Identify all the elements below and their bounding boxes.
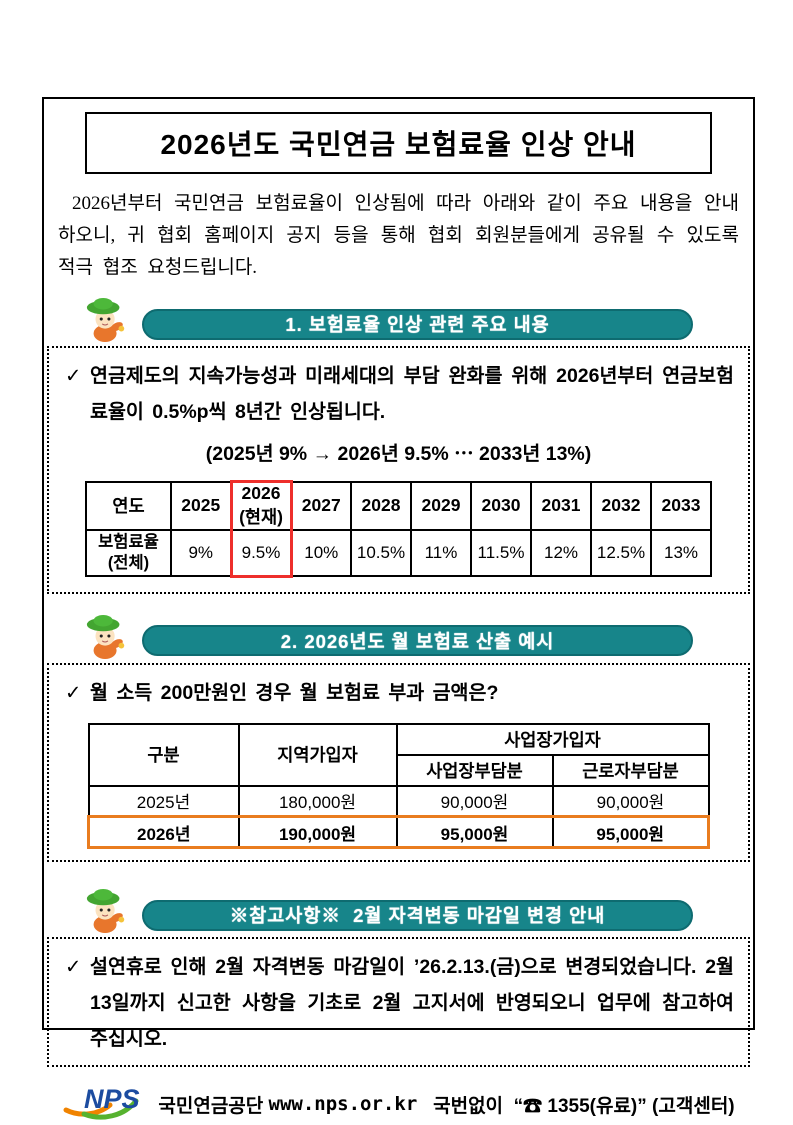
year-header-cell: 2033 <box>650 480 712 531</box>
table-row: 보험료율 (전체) 9% 9.5% 10% 10.5% 11% 11.5% 12… <box>85 529 712 578</box>
employee-amount-cell: 95,000원 <box>551 815 710 849</box>
section3-header: ※참고사항※ 2월 자격변동 마감일 변경 안내 <box>56 888 741 934</box>
section1-header: 1. 보험료율 인상 관련 주요 내용 <box>56 297 741 343</box>
monthly-premium-table: 구분 지역가입자 사업장가입자 사업장부담분 근로자부담분 2025년 180,… <box>87 722 710 849</box>
year-header-cell: 2027 <box>290 480 352 531</box>
year-corner-cell: 연도 <box>85 480 172 531</box>
year-header-cell: 2030 <box>470 480 532 531</box>
year-cell: 2025년 <box>87 784 240 818</box>
rate-row-label-line2: (전체) <box>107 554 150 572</box>
year-header-cell: 2025 <box>170 480 232 531</box>
workplace-group-header-cell: 사업장가입자 <box>395 722 710 756</box>
table-row: 사업장부담분 근로자부담분 <box>89 753 710 787</box>
footer-suffix: (고객센터) <box>652 1095 735 1117</box>
rate-row-label: 보험료율 (전체) <box>85 529 172 577</box>
check-icon: ✓ <box>65 365 82 387</box>
rate-cell: 12.5% <box>590 529 652 577</box>
section3-box: ✓ 설연휴로 인해 2월 자격변동 마감일이 ’26.2.13.(금)으로 변경… <box>47 937 750 1067</box>
rate-cell: 10% <box>290 529 352 577</box>
employer-amount-cell: 90,000원 <box>395 784 554 818</box>
table-row: 구분 지역가입자 사업장가입자 <box>87 722 710 787</box>
footer-phone: “☎ 1355(유료)” <box>513 1095 647 1117</box>
title-box: 2026년도 국민연금 보험료율 인상 안내 <box>85 112 712 174</box>
check-icon: ✓ <box>65 681 82 704</box>
section1-formula: (2025년 9% → 2026년 9.5% ⋯ 2033년 13%) <box>205 443 592 465</box>
section1-banner: 1. 보험료율 인상 관련 주요 내용 <box>142 308 693 340</box>
year-header-cell-current: 2026 (현재) <box>229 480 293 531</box>
current-year: 2026 <box>241 483 281 503</box>
table-row: 2025년 180,000원 90,000원 90,000원 <box>87 784 710 818</box>
year-header-cell: 2028 <box>350 480 412 531</box>
rate-schedule-table: 연도 2025 2026 (현재) 2027 2028 2029 2030 20… <box>85 480 712 578</box>
section2-box: ✓ 월 소득 200만원인 경우 월 보험료 부과 금액은? 구분 지역가입자 … <box>47 662 750 862</box>
table-row-highlighted: 2026년 190,000원 95,000원 95,000원 <box>87 815 710 849</box>
section3-banner: ※참고사항※ 2월 자격변동 마감일 변경 안내 <box>142 899 693 931</box>
rate-cell: 11% <box>410 529 472 577</box>
employee-amount-cell: 90,000원 <box>551 784 710 818</box>
nps-mascot-icon <box>86 614 125 659</box>
year-cell: 2026년 <box>87 815 240 849</box>
category-header-cell: 구분 <box>87 722 240 787</box>
rate-cell: 10.5% <box>350 529 412 577</box>
section3-notice: ✓ 설연휴로 인해 2월 자격변동 마감일이 ’26.2.13.(금)으로 변경… <box>63 949 734 1057</box>
year-header-cell: 2031 <box>530 480 592 531</box>
year-header-cell: 2029 <box>410 480 472 531</box>
section1-box: ✓ 연금제도의 지속가능성과 미래세대의 부담 완화를 위해 2026년부터 연… <box>47 346 750 594</box>
rate-cell: 11.5% <box>470 529 532 577</box>
intro-paragraph: 2026년부터 국민연금 보험료율이 인상됨에 따라 아래와 같이 주요 내용을… <box>58 193 739 278</box>
current-year-note: (현재) <box>239 507 283 527</box>
footer-phone-prefix: 국번없이 <box>433 1095 504 1117</box>
rate-cell: 9% <box>170 529 232 577</box>
footer-org-name: 국민연금공단 <box>158 1095 264 1117</box>
section1-point: ✓ 연금제도의 지속가능성과 미래세대의 부담 완화를 위해 2026년부터 연… <box>63 358 734 430</box>
nps-mascot-icon <box>86 888 125 934</box>
section2-header: 2. 2026년도 월 보험료 산출 예시 <box>56 614 741 660</box>
section1-point-text: 연금제도의 지속가능성과 미래세대의 부담 완화를 위해 2026년부터 연금보… <box>90 365 734 423</box>
regional-header-cell: 지역가입자 <box>237 722 398 787</box>
section2-question: ✓ 월 소득 200만원인 경우 월 보험료 부과 금액은? <box>63 675 734 711</box>
year-header-cell: 2032 <box>590 480 652 531</box>
nps-logo-text: NPS <box>84 1084 140 1114</box>
check-icon: ✓ <box>65 956 82 978</box>
footer-website: www.nps.or.kr <box>268 1093 418 1115</box>
employer-share-header-cell: 사업장부담분 <box>395 753 554 787</box>
nps-mascot-icon <box>86 297 125 343</box>
rate-row-label-line1: 보험료율 <box>98 533 159 551</box>
document-border-frame: 2026년도 국민연금 보험료율 인상 안내 2026년부터 국민연금 보험료율… <box>42 97 755 1120</box>
section3-notice-text: 설연휴로 인해 2월 자격변동 마감일이 ’26.2.13.(금)으로 변경되었… <box>90 956 734 1050</box>
page-title: 2026년도 국민연금 보험료율 인상 안내 <box>160 129 637 160</box>
rate-cell: 13% <box>650 529 712 577</box>
rate-cell-current: 9.5% <box>229 529 293 578</box>
section2-banner: 2. 2026년도 월 보험료 산출 예시 <box>142 625 693 656</box>
section2-question-text: 월 소득 200만원인 경우 월 보험료 부과 금액은? <box>90 681 499 704</box>
employee-share-header-cell: 근로자부담분 <box>551 753 710 787</box>
regional-amount-cell: 180,000원 <box>237 784 398 818</box>
nps-logo-icon: NPS <box>63 1084 140 1120</box>
rate-cell: 12% <box>530 529 592 577</box>
table-row: 연도 2025 2026 (현재) 2027 2028 2029 2030 20… <box>85 480 712 531</box>
employer-amount-cell: 95,000원 <box>395 815 554 849</box>
footer: NPS 국민연금공단 www.nps.or.kr 국번없이 “☎ 1355(유료… <box>56 1083 741 1125</box>
regional-amount-cell: 190,000원 <box>237 815 398 849</box>
